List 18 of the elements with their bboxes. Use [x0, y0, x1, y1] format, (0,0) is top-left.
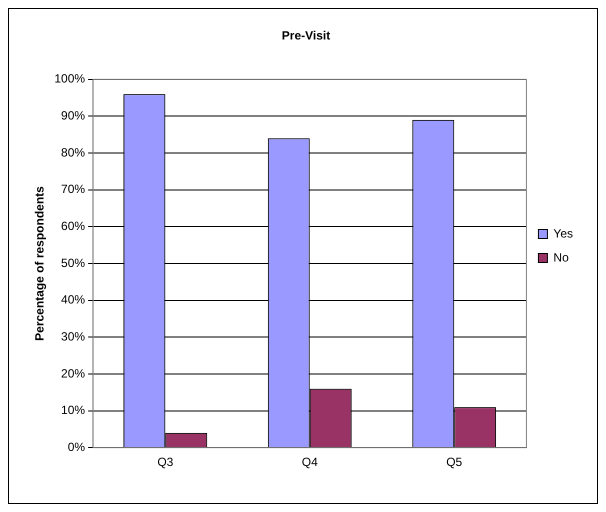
x-tick-label: Q4: [302, 455, 318, 470]
y-tick-label: 100%: [54, 72, 86, 86]
y-tick-label: 20%: [61, 366, 86, 380]
y-tick-label: 10%: [61, 403, 86, 418]
legend-label: Yes: [553, 226, 573, 240]
y-tick-label: 50%: [61, 256, 86, 270]
x-tick-label: Q3: [157, 455, 174, 470]
y-axis-title: Percentage of respondents: [32, 186, 47, 341]
y-tick-label: 90%: [61, 108, 86, 123]
chart-title: Pre-Visit: [282, 28, 330, 43]
y-tick-label: 60%: [61, 218, 86, 233]
y-tick-label: 0%: [68, 440, 86, 454]
y-tick-label: 70%: [61, 182, 86, 196]
y-tick-label: 30%: [61, 329, 86, 344]
y-tick-label: 80%: [61, 145, 86, 160]
y-tick-label: 40%: [61, 292, 86, 307]
legend-label: No: [553, 250, 570, 264]
x-tick-label: Q5: [446, 455, 463, 470]
